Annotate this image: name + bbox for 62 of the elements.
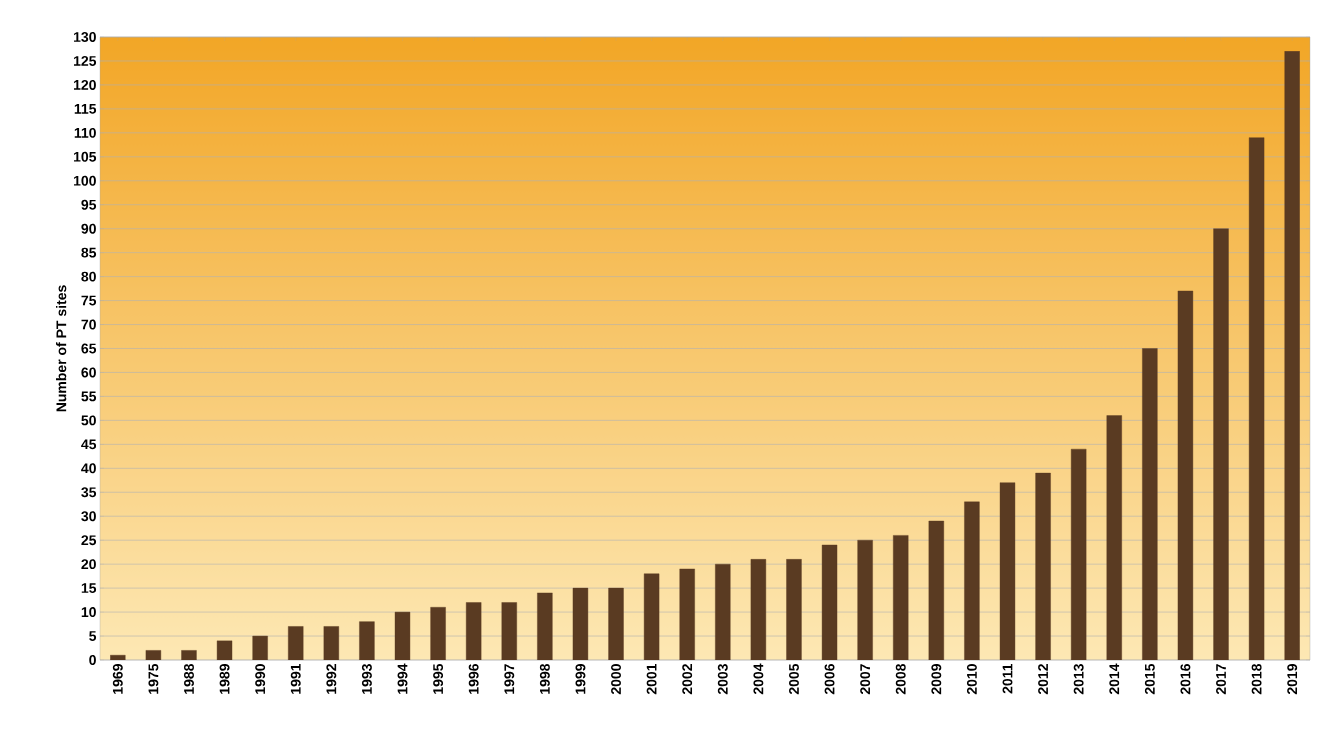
x-tick-label: 1969 xyxy=(112,664,123,694)
y-tick-label: 125 xyxy=(74,55,97,66)
x-tick-label: 1996 xyxy=(468,664,479,694)
x-tick-label: 1995 xyxy=(433,663,444,694)
y-tick-label: 0 xyxy=(89,655,96,665)
x-tick-label: 2006 xyxy=(824,664,835,695)
x-tick-label: 2003 xyxy=(717,664,728,695)
y-tick-label: 85 xyxy=(81,247,97,258)
x-tick-label: 1991 xyxy=(290,663,301,694)
y-tick-label: 15 xyxy=(81,583,97,593)
y-tick-label: 120 xyxy=(74,79,96,90)
y-tick-label: 80 xyxy=(81,271,96,282)
x-tick-label: 2000 xyxy=(611,664,621,695)
x-tick-label: 2008 xyxy=(895,663,906,695)
x-tick-label: 2014 xyxy=(1109,663,1120,695)
x-tick-label: 2012 xyxy=(1038,664,1049,695)
y-tick-label: 130 xyxy=(74,32,96,42)
x-tick-label: 2015 xyxy=(1144,663,1155,695)
x-tick-label: 1989 xyxy=(219,664,230,694)
x-tick-label: 1992 xyxy=(326,664,337,694)
y-tick-label: 95 xyxy=(81,199,97,210)
x-tick-label: 2010 xyxy=(966,664,977,695)
x-tick-label: 2005 xyxy=(789,663,799,695)
y-tick-label: 110 xyxy=(74,127,96,138)
y-tick-label: 70 xyxy=(81,319,96,330)
x-tick-label: 1998 xyxy=(539,663,550,694)
y-axis-title: Number of PT sites xyxy=(56,285,67,412)
x-tick-label: 1988 xyxy=(184,663,194,694)
y-tick-label: 65 xyxy=(81,343,97,354)
y-tick-label: 100 xyxy=(74,175,96,186)
x-tick-label: 2009 xyxy=(931,664,942,695)
x-tick-label: 1990 xyxy=(255,664,266,694)
x-tick-label: 2001 xyxy=(646,663,657,695)
y-tick-label: 5 xyxy=(89,631,97,641)
y-tick-label: 50 xyxy=(81,415,96,426)
y-tick-label: 40 xyxy=(81,463,96,474)
x-tick-label: 2016 xyxy=(1180,664,1191,695)
y-tick-label: 30 xyxy=(81,511,96,522)
x-tick-label: 2004 xyxy=(753,663,764,695)
y-tick-label: 20 xyxy=(81,559,96,570)
x-tick-label: 2018 xyxy=(1251,663,1262,695)
x-tick-label: 1999 xyxy=(575,664,586,694)
x-tick-label: 2013 xyxy=(1073,664,1084,695)
x-tick-label: 2007 xyxy=(860,664,871,695)
y-tick-label: 60 xyxy=(81,367,96,378)
y-tick-label: 25 xyxy=(81,535,97,546)
x-tick-label: 1975 xyxy=(148,663,159,694)
y-tick-label: 45 xyxy=(81,439,97,450)
x-tick-label: 2002 xyxy=(682,664,693,695)
x-tick-label: 1997 xyxy=(504,664,515,694)
y-tick-label: 10 xyxy=(81,607,96,618)
y-tick-label: 90 xyxy=(81,223,96,234)
y-tick-label: 55 xyxy=(81,391,97,402)
x-tick-label: 1993 xyxy=(361,664,372,694)
x-tick-label: 2019 xyxy=(1287,664,1298,695)
x-tick-label: 1994 xyxy=(397,663,408,694)
y-tick-label: 75 xyxy=(81,295,97,306)
x-tick-label: 2017 xyxy=(1216,664,1226,695)
y-tick-label: 115 xyxy=(74,104,97,114)
y-tick-label: 35 xyxy=(81,487,97,498)
y-tick-label: 105 xyxy=(74,151,97,162)
x-tick-label: 2011 xyxy=(1002,663,1013,694)
